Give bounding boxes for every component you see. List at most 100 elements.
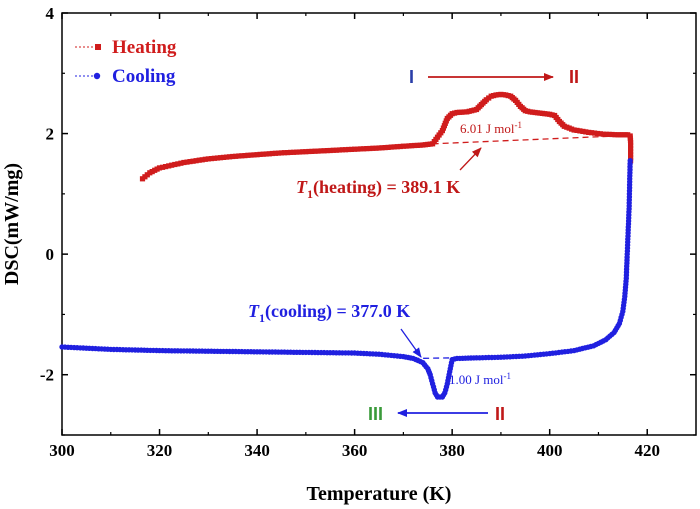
heating-point	[156, 165, 163, 171]
heating-point	[199, 157, 205, 163]
heating-point	[379, 145, 385, 151]
cooling-enthalpy-exponent: -1	[504, 371, 512, 381]
legend-cooling-marker	[93, 72, 101, 80]
heating-point	[382, 145, 388, 151]
heating-point	[324, 148, 330, 154]
heating-markers	[139, 91, 634, 182]
heating-point	[205, 156, 211, 162]
heating-point	[288, 149, 294, 155]
heating-point	[297, 149, 303, 155]
cooling-enthalpy-value: 1.00 J mol	[449, 372, 504, 387]
cooling-series	[59, 158, 633, 400]
heating-point	[285, 150, 291, 156]
heating-point	[594, 130, 601, 137]
heating-point	[352, 146, 358, 152]
heating-transition-label: T1(heating) = 389.1 K	[296, 177, 460, 201]
x-axis-ticks: 300 320 340 360 380 400 420	[49, 13, 660, 460]
cooling-point	[59, 344, 65, 350]
heating-point	[160, 164, 166, 170]
heating-point	[208, 156, 214, 162]
y-tick-label: -2	[40, 366, 54, 385]
cooling-t-subscript: 1	[259, 311, 265, 325]
heating-point	[577, 128, 583, 134]
heating-point	[376, 145, 382, 151]
heating-point	[400, 143, 406, 149]
phase-label-II-cooling: II	[495, 404, 505, 424]
heating-point	[592, 130, 598, 136]
cooling-annotation-arrow	[400, 328, 422, 358]
heating-point	[603, 131, 609, 137]
x-tick-label: 360	[342, 441, 368, 460]
heating-point	[251, 152, 257, 158]
heating-point	[227, 154, 233, 160]
heating-t-subscript: 1	[307, 187, 313, 201]
legend-cooling-label: Cooling	[112, 66, 176, 87]
heating-transition-value: (heating) = 389.1 K	[313, 177, 460, 198]
x-axis-label: Temperature (K)	[307, 483, 452, 505]
heating-point	[606, 131, 612, 137]
legend-heating-marker	[95, 44, 101, 50]
heating-point	[321, 148, 327, 154]
heating-point	[333, 147, 339, 153]
heating-point	[358, 146, 364, 152]
heating-point	[187, 159, 193, 165]
heating-point	[414, 142, 420, 148]
heating-point	[272, 150, 278, 156]
heating-point	[248, 152, 254, 158]
heating-point	[269, 150, 275, 157]
heating-point	[345, 146, 352, 153]
heating-point	[312, 148, 318, 154]
heating-point	[361, 146, 367, 152]
cooling-markers	[59, 158, 633, 400]
heating-point	[367, 145, 373, 152]
heating-point	[391, 144, 397, 150]
heating-point	[166, 163, 172, 169]
x-tick-label: 340	[244, 441, 270, 460]
heating-point	[263, 151, 269, 157]
cooling-enthalpy-label: 1.00 J mol-1	[449, 371, 511, 387]
heating-point	[327, 147, 333, 154]
y-tick-label: 2	[46, 125, 55, 144]
heating-enthalpy-value: 6.01 J mol	[460, 121, 515, 136]
heating-point	[278, 150, 285, 156]
heating-point	[245, 152, 251, 158]
heating-point	[172, 161, 178, 168]
heating-point	[214, 155, 221, 161]
y-tick-label: 4	[46, 4, 55, 23]
heating-point	[260, 151, 266, 157]
heating-point	[224, 154, 230, 160]
legend: Heating Cooling	[75, 37, 177, 87]
heating-point	[193, 158, 199, 164]
heating-point	[318, 148, 324, 154]
heating-point	[612, 132, 618, 138]
heating-point	[230, 153, 236, 160]
heating-point	[628, 143, 634, 149]
heating-point	[196, 157, 202, 163]
heating-point	[181, 159, 187, 166]
heating-point	[239, 153, 245, 159]
heating-point	[315, 148, 321, 154]
heating-point	[571, 127, 577, 133]
heating-point	[254, 152, 260, 158]
heating-point	[330, 147, 336, 153]
heating-curve	[141, 93, 632, 180]
heating-point	[403, 143, 409, 149]
heating-point	[409, 143, 415, 149]
heating-point	[628, 152, 634, 158]
heating-point	[394, 144, 400, 150]
heating-point	[397, 143, 403, 150]
y-axis-ticks: -2 0 2 4	[40, 4, 696, 436]
heating-point	[184, 159, 190, 165]
cooling-t-symbol: T	[248, 301, 260, 321]
x-tick-label: 380	[439, 441, 465, 460]
heating-point	[628, 146, 634, 152]
heating-point	[388, 144, 394, 150]
heating-enthalpy-label: 6.01 J mol-1	[460, 120, 522, 136]
heating-point	[178, 160, 184, 166]
cooling-transition-value: (cooling) = 377.0 K	[265, 301, 410, 322]
heating-point	[364, 146, 370, 152]
heating-point	[220, 154, 227, 160]
heating-annotation-arrow	[459, 147, 482, 171]
cooling-transition-label: T1(cooling) = 377.0 K	[248, 301, 410, 325]
